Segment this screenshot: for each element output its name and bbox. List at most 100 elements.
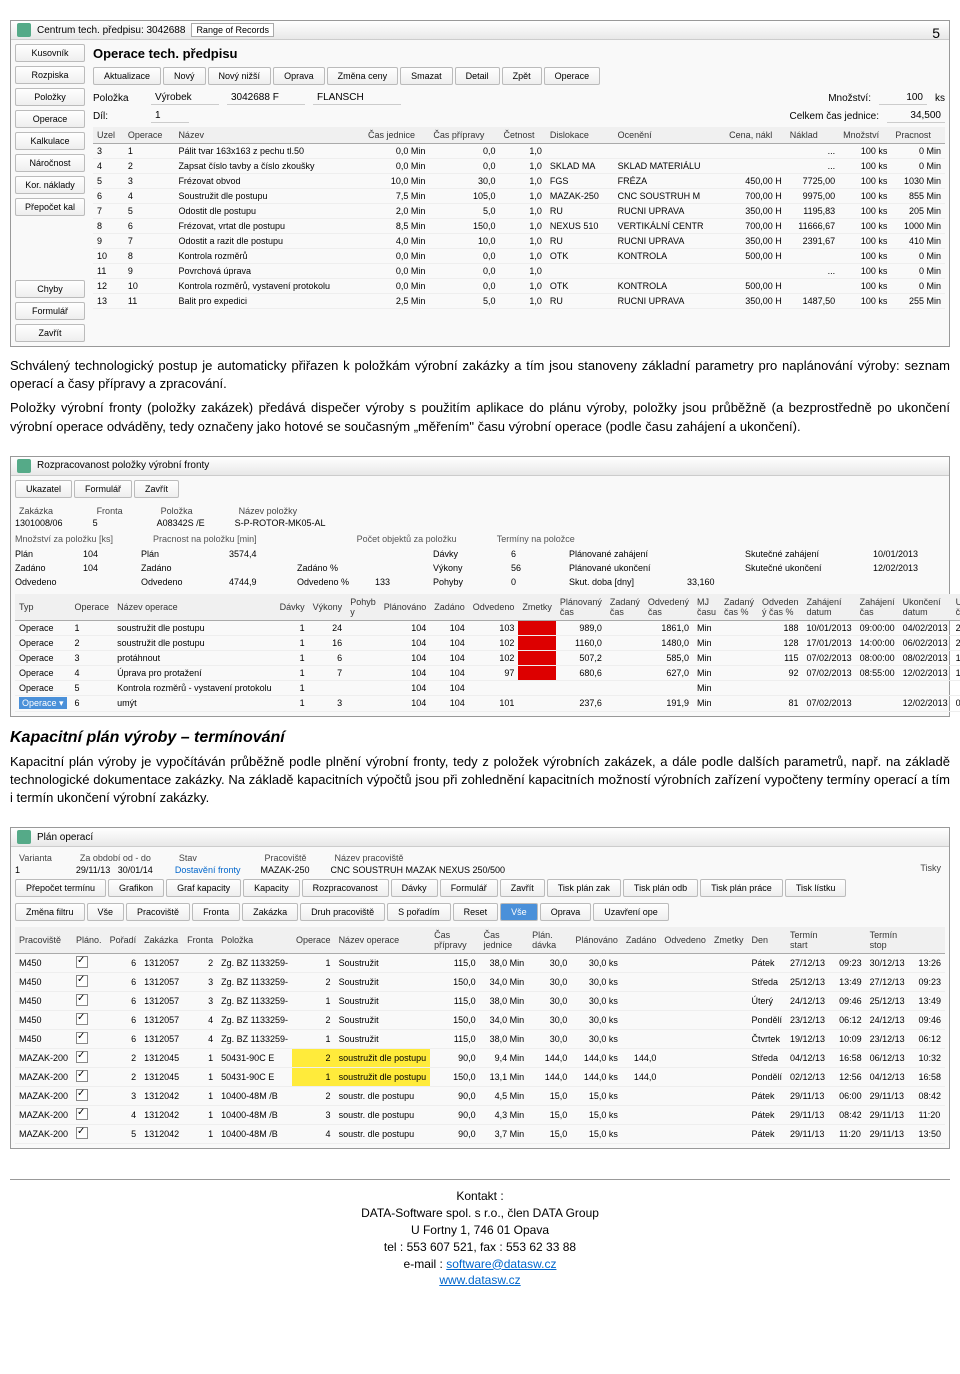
footer-web-link[interactable]: www.datasw.cz	[439, 1273, 520, 1287]
range-records[interactable]: Range of Records	[191, 23, 274, 37]
table-row[interactable]: Operace5Kontrola rozměrů - vystavení pro…	[15, 680, 960, 695]
tbtn-tisk-plán-zak[interactable]: Tisk plán zak	[547, 879, 621, 897]
filter-btn[interactable]: Uzavření ope	[593, 903, 669, 921]
tbtn-zpět[interactable]: Zpět	[502, 67, 542, 85]
tbtn-grafikon[interactable]: Grafikon	[108, 879, 164, 897]
checkbox[interactable]	[76, 1051, 88, 1063]
filter-btn[interactable]: Pracoviště	[126, 903, 190, 921]
cell-checkbox[interactable]	[72, 1087, 106, 1106]
checkbox[interactable]	[76, 994, 88, 1006]
table-row[interactable]: 31Pálit tvar 163x163 z pechu tl.500,0 Mi…	[93, 144, 945, 159]
checkbox[interactable]	[76, 1070, 88, 1082]
w3-prac-v: MAZAK-250	[260, 865, 310, 875]
checkbox[interactable]	[76, 1127, 88, 1139]
footer-email-link[interactable]: software@datasw.cz	[446, 1257, 556, 1271]
checkbox[interactable]	[76, 1013, 88, 1025]
filter-btn[interactable]: Změna filtru	[15, 903, 85, 921]
nav-náročnost[interactable]: Náročnost	[15, 154, 85, 172]
nav-přepočet kal[interactable]: Přepočet kal	[15, 198, 85, 216]
table-row[interactable]: 108Kontrola rozměrů0,0 Min0,01,0OTKKONTR…	[93, 249, 945, 264]
table-row[interactable]: M450613120574Zg. BZ 1133259-2Soustružit1…	[15, 1011, 945, 1030]
filter-vse-active[interactable]: Vše	[500, 903, 538, 921]
tbtn-nový nižší[interactable]: Nový nižší	[208, 67, 272, 85]
table-row[interactable]: MAZAK-20041312042110400-48M /B3soustr. d…	[15, 1106, 945, 1125]
cell-checkbox[interactable]	[72, 1125, 106, 1144]
tbtn-tisk-plán-práce[interactable]: Tisk plán práce	[700, 879, 783, 897]
table-row[interactable]: 64Soustružit dle postupu7,5 Min105,01,0M…	[93, 189, 945, 204]
checkbox[interactable]	[76, 975, 88, 987]
nav-chyby[interactable]: Chyby	[15, 280, 85, 298]
nav-operace[interactable]: Operace	[15, 110, 85, 128]
cell: 2	[124, 159, 175, 174]
nav-kalkulace[interactable]: Kalkulace	[15, 132, 85, 150]
tbtn-aktualizace[interactable]: Aktualizace	[93, 67, 161, 85]
table-row[interactable]: MAZAK-20051312042110400-48M /B4soustr. d…	[15, 1125, 945, 1144]
nav-zavřít[interactable]: Zavřít	[15, 324, 85, 342]
filter-btn[interactable]: Zakázka	[242, 903, 298, 921]
checkbox[interactable]	[76, 1089, 88, 1101]
cell-checkbox[interactable]	[72, 1011, 106, 1030]
tbtn-rozpracovanost[interactable]: Rozpracovanost	[302, 879, 389, 897]
table-row[interactable]: Operace4Úprava pro protažení1710410497 6…	[15, 665, 960, 680]
tbtn-kapacity[interactable]: Kapacity	[243, 879, 300, 897]
tbtn-zavřít[interactable]: Zavřít	[134, 480, 179, 498]
cell-checkbox[interactable]	[72, 1030, 106, 1049]
checkbox[interactable]	[76, 1032, 88, 1044]
cell-checkbox[interactable]	[72, 1049, 106, 1068]
table-row[interactable]: 119Povrchová úprava0,0 Min0,01,0...100 k…	[93, 264, 945, 279]
cell-checkbox[interactable]	[72, 992, 106, 1011]
table-row[interactable]: Operace2soustružit dle postupu1161041041…	[15, 635, 960, 650]
table-row[interactable]: 97Odostit a razit dle postupu4,0 Min10,0…	[93, 234, 945, 249]
nav-kusovník[interactable]: Kusovník	[15, 44, 85, 62]
table-row[interactable]: 42Zapsat číslo tavby a číslo zkoušky0,0 …	[93, 159, 945, 174]
table-row[interactable]: M450613120573Zg. BZ 1133259-2Soustružit1…	[15, 973, 945, 992]
tbtn-tisk-plán-odb[interactable]: Tisk plán odb	[623, 879, 698, 897]
table-row[interactable]: M450613120573Zg. BZ 1133259-1Soustružit1…	[15, 992, 945, 1011]
tbtn-oprava[interactable]: Oprava	[273, 67, 325, 85]
nav-formulář[interactable]: Formulář	[15, 302, 85, 320]
filter-btn[interactable]: Druh pracoviště	[300, 903, 385, 921]
table-row[interactable]: Operace3protáhnout16104104102 507,2585,0…	[15, 650, 960, 665]
nav-rozpiska[interactable]: Rozpiska	[15, 66, 85, 84]
tbtn-operace[interactable]: Operace	[544, 67, 601, 85]
table-row[interactable]: 75Odostit dle postupu2,0 Min5,01,0RURUCN…	[93, 204, 945, 219]
tbtn-tisk-lístku[interactable]: Tisk lístku	[785, 879, 847, 897]
table-row[interactable]: Operace1soustružit dle postupu1241041041…	[15, 620, 960, 635]
nav-položky[interactable]: Položky	[15, 88, 85, 106]
filter-btn[interactable]: Reset	[453, 903, 499, 921]
table-row[interactable]: 1210Kontrola rozměrů, vystavení protokol…	[93, 279, 945, 294]
tbtn-ukazatel[interactable]: Ukazatel	[15, 480, 72, 498]
tbtn-formulář[interactable]: Formulář	[74, 480, 132, 498]
tbtn-dávky[interactable]: Dávky	[391, 879, 438, 897]
tbtn-smazat[interactable]: Smazat	[400, 67, 453, 85]
filter-btn[interactable]: Oprava	[540, 903, 592, 921]
filter-btn[interactable]: Fronta	[192, 903, 240, 921]
tbtn-zavřít[interactable]: Zavřít	[500, 879, 545, 897]
table-row[interactable]: 1311Balit pro expedici2,5 Min5,01,0RURUC…	[93, 294, 945, 309]
table-row[interactable]: 86Frézovat, vrtat dle postupu8,5 Min150,…	[93, 219, 945, 234]
tbtn-formulář[interactable]: Formulář	[440, 879, 498, 897]
table-row[interactable]: M450613120572Zg. BZ 1133259-1Soustružit1…	[15, 954, 945, 973]
cell-checkbox[interactable]	[72, 1068, 106, 1087]
tbtn-přepočet-termínu[interactable]: Přepočet termínu	[15, 879, 106, 897]
tbtn-detail[interactable]: Detail	[455, 67, 500, 85]
filter-btn[interactable]: S pořadím	[387, 903, 451, 921]
tbtn-změna ceny[interactable]: Změna ceny	[327, 67, 399, 85]
table-row[interactable]: MAZAK-20021312045150431-90C E2soustružit…	[15, 1049, 945, 1068]
table-row[interactable]: MAZAK-20021312045150431-90C E1soustružit…	[15, 1068, 945, 1087]
table-row[interactable]: M450613120574Zg. BZ 1133259-1Soustružit1…	[15, 1030, 945, 1049]
cell: Soustružit	[335, 954, 431, 973]
checkbox[interactable]	[76, 1108, 88, 1120]
nav-kor. náklady[interactable]: Kor. náklady	[15, 176, 85, 194]
table-row[interactable]: MAZAK-20031312042110400-48M /B2soustr. d…	[15, 1087, 945, 1106]
filter-btn[interactable]: Vše	[87, 903, 125, 921]
cell-checkbox[interactable]	[72, 973, 106, 992]
w3-nazprac-l: Název pracoviště	[330, 851, 505, 865]
table-row[interactable]: Operace ▾6umýt13104104101237,6191,9Min81…	[15, 695, 960, 711]
cell-checkbox[interactable]	[72, 954, 106, 973]
tbtn-nový[interactable]: Nový	[163, 67, 206, 85]
checkbox[interactable]	[76, 956, 88, 968]
tbtn-graf-kapacity[interactable]: Graf kapacity	[166, 879, 241, 897]
cell-checkbox[interactable]	[72, 1106, 106, 1125]
table-row[interactable]: 53Frézovat obvod10,0 Min30,01,0FGSFRÉZA4…	[93, 174, 945, 189]
